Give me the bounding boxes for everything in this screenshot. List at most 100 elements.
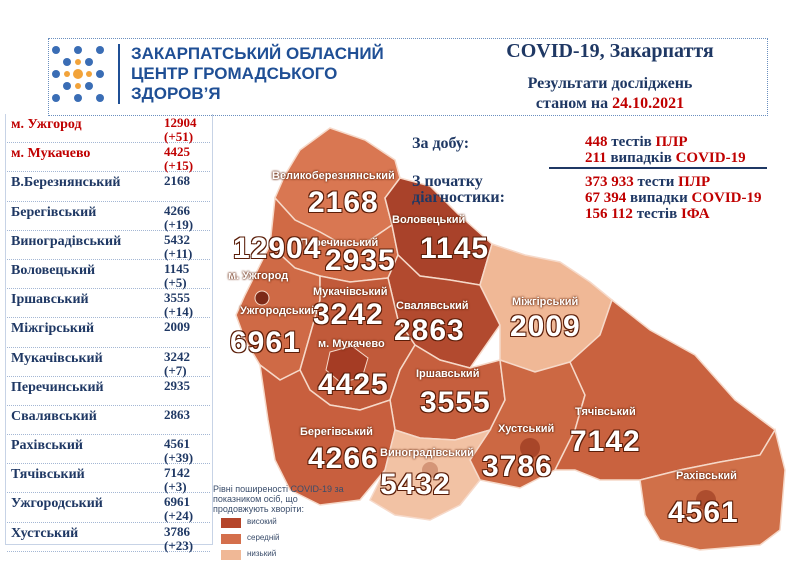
district-name: Рахівський	[11, 438, 83, 454]
map-label-rakhivskyi: Рахівський	[676, 470, 737, 482]
table-row: Рахівський 4561 (+39)	[7, 435, 210, 465]
day-label: За добу:	[412, 135, 470, 152]
map-label-mukachevo-city: м. Мукачево	[318, 338, 385, 350]
total-tests-kind: ПЛР	[678, 174, 711, 190]
map-value-khustskyi: 3786	[482, 450, 553, 483]
total-ifa-unit: тестів	[632, 206, 681, 222]
total-ifa-count: 156 112	[585, 206, 633, 222]
legend-label-low: низький	[247, 549, 277, 558]
district-value: 1145 (+5)	[164, 260, 190, 290]
day-cases-unit: випадків	[606, 150, 676, 166]
total-tests-unit: тести	[633, 174, 679, 190]
district-delta: (+15)	[164, 158, 194, 174]
header-frame	[48, 38, 768, 116]
map-label-berehivskyi: Берегівський	[300, 426, 373, 438]
map-label-velykobereznyanskyi: Великоберезнянський	[272, 170, 395, 182]
total-ifa: 156 112 тестів ІФА	[585, 206, 710, 223]
total-tests-count: 373 933	[585, 174, 634, 190]
total-tests: 373 933 тести ПЛР	[585, 174, 710, 191]
table-row: Ужгородський 6961 (+24)	[7, 493, 210, 523]
district-total: 3555	[164, 290, 190, 306]
district-name: Ужгородський	[11, 496, 103, 512]
day-cases-count: 211	[585, 150, 607, 166]
district-total: 4561	[164, 436, 190, 452]
district-value: 3555 (+14)	[164, 291, 193, 319]
hotspot-khust	[520, 438, 540, 458]
map-label-tyachivskyi: Тячівський	[575, 406, 636, 418]
district-total: 3786	[164, 523, 190, 539]
map-value-volovetskyi: 1145	[420, 232, 490, 265]
page-title: COVID-19, Закарпаття	[506, 40, 714, 62]
day-tests-kind: ПЛР	[655, 134, 688, 150]
district-total: 2009	[164, 319, 190, 335]
district-value: 4266 (+19)	[164, 203, 194, 232]
district-value: 5432 (+11)	[164, 232, 193, 261]
district-name: м. Мукачево	[11, 146, 91, 162]
map-label-vynohradivskyi: Виноградівський	[380, 447, 474, 459]
district-total: 3242	[164, 348, 190, 364]
map-label-uzhhorodskyi: Ужгородський	[240, 305, 318, 317]
table-row: Іршавський 3555 (+14)	[7, 289, 210, 319]
district-name: Берегівський	[11, 204, 97, 220]
map-label-svalyavskyi: Свалявський	[396, 300, 469, 312]
district-name: Свалявський	[11, 408, 97, 424]
district-vynohradivskyi	[369, 428, 492, 521]
map-value-perechynskyi: 2935	[325, 244, 396, 277]
table-row: В.Березнянський 2168	[7, 172, 210, 202]
map-label-irshavskyi: Іршавський	[416, 368, 480, 380]
table-row: Хустський 3786 (+23)	[7, 523, 210, 552]
hotspot-vynohradiv	[422, 462, 438, 478]
table-row: Воловецький 1145 (+5)	[7, 260, 210, 289]
district-name: м. Ужгород	[11, 117, 82, 132]
district-delta: (+3)	[164, 479, 187, 495]
map-value-irshavskyi: 3555	[420, 386, 491, 419]
map-value-rakhivskyi: 4561	[668, 496, 739, 529]
district-value: 7142 (+3)	[164, 466, 190, 494]
district-name: Міжгірський	[11, 321, 95, 337]
since-label-2: діагностики:	[412, 189, 505, 206]
org-name-line2: ЦЕНТР ГРОМАДСЬКОГО	[131, 64, 338, 83]
district-khustskyi	[469, 358, 586, 489]
map-value-berehivskyi: 4266	[308, 442, 379, 475]
total-cases-count: 67 394	[585, 190, 627, 206]
day-cases: 211 випадків COVID-19	[585, 150, 746, 167]
day-cases-kind: COVID-19	[675, 150, 746, 166]
map-label-mizhhirskyi: Міжгірський	[512, 296, 579, 308]
org-divider	[118, 44, 120, 104]
legend-swatch-medium	[221, 534, 241, 544]
legend-title: Рівні поширеності COVID-19 за показником…	[213, 484, 344, 514]
subtitle-prefix: станом на	[535, 95, 613, 112]
day-tests-count: 448	[585, 134, 608, 150]
district-value: 2009	[164, 320, 190, 334]
hotspot-rakhiv	[696, 490, 716, 510]
table-row: Тячівський 7142 (+3)	[7, 464, 210, 494]
table-row: Міжгірський 2009	[7, 318, 210, 348]
table-row: Виноградівський 5432 (+11)	[7, 231, 210, 260]
district-value: 12904 (+51)	[164, 116, 197, 144]
district-delta: (+5)	[164, 274, 187, 290]
district-value: 3242 (+7)	[164, 348, 190, 378]
district-delta: (+11)	[164, 245, 193, 261]
map-value-tyachivskyi: 7142	[570, 425, 641, 458]
district-delta: (+19)	[164, 216, 194, 232]
map-legend: Рівні поширеності COVID-19 за показником…	[213, 484, 348, 562]
district-name: Воловецький	[11, 262, 96, 278]
city-mukachevo	[325, 345, 369, 383]
legend-item-medium: середній	[213, 532, 348, 546]
page-subtitle: Результати досліджень станом на 24.10.20…	[470, 74, 750, 114]
stats-divider	[549, 167, 767, 169]
district-table: м. Ужгород 12904 (+51) м. Мукачево 4425 (+15…	[7, 114, 210, 552]
table-row: м. Ужгород 12904 (+51)	[7, 114, 210, 144]
district-table-frame	[5, 114, 213, 545]
legend-label-high: високий	[247, 517, 277, 526]
district-name: В.Березнянський	[11, 175, 121, 191]
district-value: 2168	[164, 174, 190, 188]
district-name: Тячівський	[11, 467, 85, 483]
district-value: 4425 (+15)	[164, 145, 193, 173]
district-total: 1145	[164, 260, 190, 276]
district-delta: (+23)	[164, 537, 194, 553]
legend-label-medium: середній	[247, 533, 280, 542]
org-name-line1: ЗАКАРПАТСЬКИЙ ОБЛАСНИЙ	[131, 44, 384, 63]
district-value: 3786 (+23)	[164, 523, 194, 553]
district-value: 4561 (+39)	[164, 437, 193, 465]
